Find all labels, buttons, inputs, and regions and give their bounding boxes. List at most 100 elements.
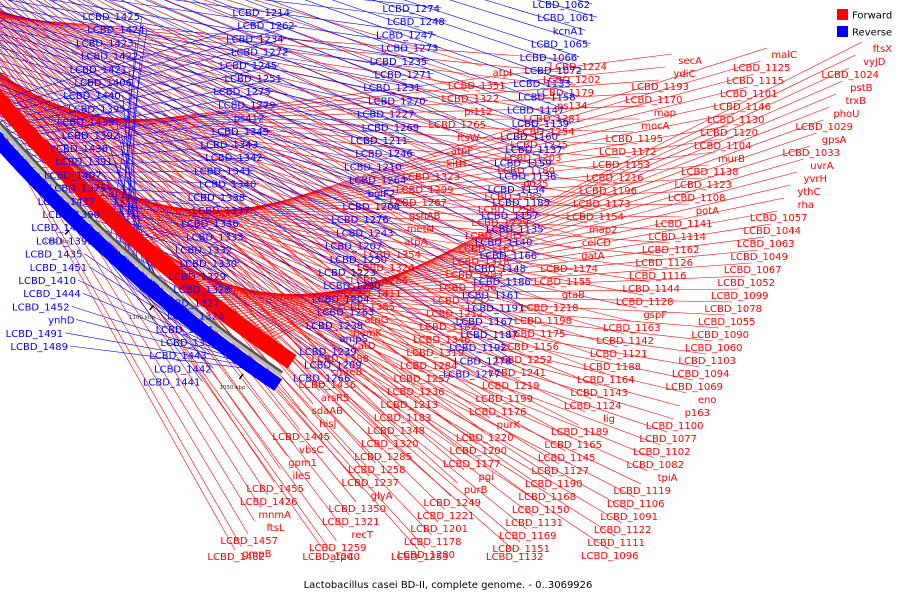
reverse-feature-LCBD_1489 [262,371,283,391]
gene-leader-LCBD_1133 [331,0,573,84]
gene-leader-LCBD_1445 [0,42,301,431]
gene-label-LCBD_1189: LCBD_1189 [551,427,609,438]
gene-label-LCBD_1273: LCBD_1273 [381,44,439,55]
gene-label-LCBD_1220: LCBD_1220 [456,433,514,444]
reverse-feature-ynhD [253,364,267,380]
gene-leader-LCBD_1207 [0,84,385,246]
gene-label-LCBD_1299: LCBD_1299 [396,185,454,196]
gene-label-kitH: kitH [446,159,466,170]
gene-leader-LCBD_1164 [80,176,605,374]
gene-label-sdaAB: sdaAB [312,406,344,417]
scale-tick-mark [238,373,244,380]
gene-label-LCBD_1111: LCBD_1111 [587,538,645,549]
gene-label-LCBD_1148: LCBD_1148 [468,264,526,275]
gene-label-uvrA: uvrA [810,161,833,172]
gene-label-LCBD_1239: LCBD_1239 [299,347,357,358]
gene-leader-LCBD_1176 [0,72,497,406]
gene-leader-LCBD_1227 [0,19,417,114]
gene-label-gshAB: gshAB [409,211,441,222]
gene-leader-LCBD_1033 [248,145,811,322]
gene-leader-LCBD_1452 [71,306,228,357]
gene-label-LCBD_1190: LCBD_1190 [525,479,583,490]
gene-label-LCBD_1142: LCBD_1142 [596,336,654,347]
gene-label-LCBD_1205: LCBD_1205 [465,231,523,242]
gene-label-LCBD_1240: LCBD_1240 [302,552,360,563]
legend-swatch-forward [837,9,848,20]
gene-label-LCBD_1407: LCBD_1407 [44,170,102,181]
gene-label-LCBD_1349: LCBD_1349 [212,127,270,138]
gene-leader-LCBD_1205 [0,11,493,230]
gene-leader-LCBD_1256 [0,15,467,282]
gene-label-mnmA: mnmA [258,510,291,521]
gene-leader-phoU [257,106,830,329]
gene-leader-LCBD_1319 [0,23,435,347]
gene-leader-LCBD_1060 [202,285,713,342]
gene-label-LCBD_1094: LCBD_1094 [672,369,730,380]
gene-label-vbsC: vbsC [299,445,323,456]
legend-label-reverse: Reverse [852,28,892,39]
reverse-feature-LCBD_1332 [55,200,73,219]
gene-leader-LCBD_1168 [55,150,547,491]
forward-feature-LCBD_1482 [280,350,297,369]
gene-leader-LCBD_1440 [122,95,140,286]
gene-label-LCBD_1391: LCBD_1391 [55,157,113,168]
gene-leader-LCBD_1140 [48,0,535,242]
forward-feature-LCBD_1212 [87,194,108,215]
gene-label-LCBD_1224: LCBD_1224 [549,62,607,73]
gene-leader-LCBD_1160 [213,0,561,137]
gene-label-tpiA: tpiA [658,473,678,484]
gene-label-LCBD_1158: LCBD_1158 [518,92,576,103]
forward-feature-LCBD_1249 [14,119,35,140]
gene-label-LCBD_1225: LCBD_1225 [510,140,568,151]
gene-label-LCBD_1192: LCBD_1192 [449,343,507,354]
gene-leader-LCBD_1385 [22,0,366,301]
gene-label-map2: map2 [589,225,618,236]
gene-leader-arsR5 [0,20,320,392]
gene-label-atpG: atpG [364,315,388,326]
gene-label-LCBD_1147: LCBD_1147 [507,106,565,117]
gene-label-LCBD_1439: LCBD_1439 [57,118,115,129]
gene-label-LCBD_1216: LCBD_1216 [586,173,644,184]
gene-label-ydiC: ydiC [673,69,695,80]
gene-label-LCBD_1452: LCBD_1452 [12,302,70,313]
gene-label-LCBD_1280: LCBD_1280 [397,550,455,561]
gene-leader-LCBD_1094 [195,280,700,368]
gene-leader-LCBD_1106 [165,255,635,498]
gene-label-LCBD_1099: LCBD_1099 [711,291,769,302]
gene-label-LCBD_1489: LCBD_1489 [10,342,68,353]
gene-label-LCBD_1321: LCBD_1321 [322,517,380,528]
gene-label-gpm1: gpm1 [288,458,317,469]
gene-leader-LCBD_1269 [0,26,422,128]
gene-leader-LCBD_1201 [0,76,439,523]
gene-label-LCBD_1265: LCBD_1265 [428,120,486,131]
gene-label-LCBD_1276: LCBD_1276 [331,215,389,226]
forward-feature-vbsC [248,327,268,349]
gene-label-LCBD_1385: LCBD_1385 [337,302,395,313]
forward-feature-LCBD_1350 [133,236,154,257]
gene-label-mreB: mreB [336,367,363,378]
gene-label-LCBD_1259: LCBD_1259 [309,543,367,554]
gene-label-LCBD_1200: LCBD_1200 [449,446,507,457]
gene-label-LCBD_1137: LCBD_1137 [505,145,563,156]
gene-label-LCBD_1406: LCBD_1406 [74,78,132,89]
gene-label-LCBD_1342: LCBD_1342 [205,153,263,164]
gene-label-LCBD_1175: LCBD_1175 [508,329,566,340]
gene-leader-LCBD_1134 [120,0,548,190]
gene-label-LCBD_1422: LCBD_1422 [81,52,139,63]
reverse-feature-LCBD_1341 [25,170,40,185]
gene-label-LCBD_1155: LCBD_1155 [534,277,592,288]
gene-leader-LCBD_1395 [127,108,145,291]
gene-label-trxB: trxB [845,96,866,107]
gene-leader-bglF2 [0,59,398,194]
gene-leader-LCBD_1111 [157,247,616,537]
gene-label-LCBD_1130: LCBD_1130 [707,115,765,126]
gene-label-LCBD_1410: LCBD_1410 [18,276,76,287]
gene-label-atpA: atpA [404,237,427,248]
gene-label-LCBD_1203: LCBD_1203 [504,153,562,164]
gene-label-LCBD_1102: LCBD_1102 [633,447,691,458]
reverse-feature-LCBD_1424 [122,262,138,279]
gene-label-LCBD_1166: LCBD_1166 [480,251,538,262]
forward-feature-LCBD_1320 [117,222,138,243]
gene-label-LCBD_1424: LCBD_1424 [87,25,145,36]
gene-leader-LCBD_1444 [82,292,223,352]
